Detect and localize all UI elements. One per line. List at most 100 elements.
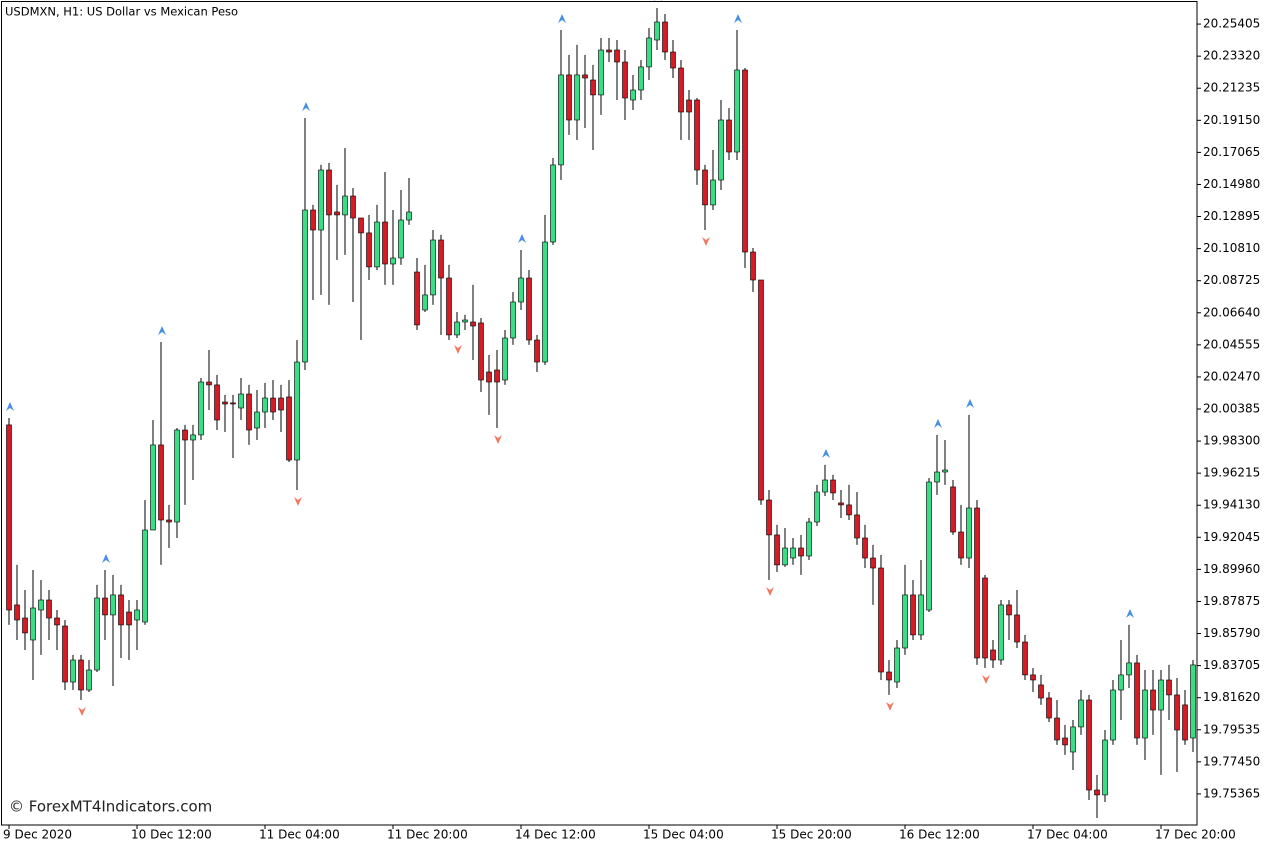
candle-body: [542, 241, 548, 363]
candle-body: [950, 486, 956, 533]
candle-body: [518, 277, 524, 303]
x-tick-label: 9 Dec 2020: [3, 828, 72, 842]
candle-body: [318, 169, 324, 231]
candle-body: [102, 597, 108, 616]
candle-body: [1102, 739, 1108, 796]
y-tick-label: 19.96215: [1203, 466, 1260, 480]
candle-body: [38, 599, 44, 611]
candle-body: [182, 429, 188, 441]
x-tick-label: 11 Dec 20:00: [387, 828, 468, 842]
candle-body: [222, 401, 228, 405]
candle-body: [1174, 694, 1180, 731]
y-tick-label: 20.02470: [1203, 369, 1260, 383]
candle-body: [398, 219, 404, 259]
signal-arrow-up: [734, 14, 742, 23]
candle-body: [990, 649, 996, 661]
candle-body: [1086, 699, 1092, 791]
candle-body: [414, 271, 420, 326]
candle-body: [262, 397, 268, 413]
candle-body: [334, 211, 340, 216]
candle-body: [790, 547, 796, 559]
candle-body: [558, 74, 564, 166]
candle-body: [846, 504, 852, 516]
candle-body: [806, 521, 812, 557]
candle-body: [502, 337, 508, 381]
y-tick-label: 19.98300: [1203, 434, 1260, 448]
y-tick-label: 19.83705: [1203, 658, 1260, 672]
y-tick-label: 20.08725: [1203, 273, 1260, 287]
candle-body: [422, 294, 428, 311]
watermark: © ForexMT4Indicators.com: [9, 798, 212, 816]
candle-body: [366, 232, 372, 268]
candle-body: [94, 597, 100, 671]
candle-body: [670, 51, 676, 69]
candle-body: [894, 647, 900, 683]
candle-body: [1182, 704, 1188, 741]
candle-body: [902, 594, 908, 649]
y-tick-label: 20.00385: [1203, 402, 1260, 416]
candle-body: [446, 277, 452, 336]
candle-body: [822, 479, 828, 493]
candle-body: [966, 507, 972, 559]
signal-arrow-up: [158, 326, 166, 335]
candle-body: [862, 537, 868, 559]
x-tick-label: 15 Dec 04:00: [643, 828, 724, 842]
y-tick-label: 19.79535: [1203, 722, 1260, 736]
signal-arrow-up: [6, 402, 14, 411]
candle-body: [118, 594, 124, 626]
candle-body: [254, 411, 260, 429]
candle-body: [1150, 689, 1156, 711]
candle-body: [1030, 674, 1036, 681]
candle-body: [814, 491, 820, 523]
candle-body: [766, 499, 772, 536]
candle-body: [70, 659, 76, 683]
candle-body: [166, 519, 172, 523]
candle-body: [1006, 604, 1012, 616]
candle-body: [774, 534, 780, 566]
candle-body: [478, 322, 484, 381]
candle-body: [910, 594, 916, 636]
candle-body: [678, 67, 684, 113]
candle-body: [406, 211, 412, 221]
candle-body: [150, 444, 156, 531]
y-tick-label: 19.92045: [1203, 530, 1260, 544]
candle-body: [1054, 717, 1060, 741]
y-tick-label: 19.94130: [1203, 498, 1260, 512]
candle-body: [662, 21, 668, 53]
candle-body: [358, 217, 364, 234]
candle-body: [470, 321, 476, 327]
candle-body: [1038, 684, 1044, 699]
candle-body: [622, 61, 628, 99]
signal-arrow-up: [654, 0, 662, 1]
candle-body: [62, 625, 68, 683]
candle-body: [1126, 662, 1132, 676]
candle-body: [782, 547, 788, 566]
candle-body: [1134, 662, 1140, 739]
candle-body: [942, 469, 948, 473]
candle-body: [582, 74, 588, 79]
candle-body: [126, 611, 132, 626]
y-tick-label: 19.87875: [1203, 594, 1260, 608]
candle-body: [1070, 726, 1076, 753]
candle-body: [6, 424, 12, 611]
candle-body: [246, 393, 252, 431]
candle-body: [726, 119, 732, 153]
candle-body: [214, 384, 220, 421]
candle-body: [702, 169, 708, 206]
x-tick-label: 14 Dec 12:00: [515, 828, 596, 842]
candle-body: [134, 609, 140, 621]
candle-body: [374, 221, 380, 268]
x-tick-label: 17 Dec 20:00: [1155, 828, 1236, 842]
candle-body: [78, 659, 84, 691]
candle-body: [750, 251, 756, 281]
candle-body: [1118, 674, 1124, 691]
chart-title: USDMXN, H1: US Dollar vs Mexican Peso: [5, 5, 238, 19]
candle-body: [646, 37, 652, 68]
candle-body: [534, 339, 540, 363]
candle-body: [382, 221, 388, 265]
y-tick-label: 20.06640: [1203, 305, 1260, 319]
candle-body: [630, 89, 636, 101]
candle-body: [654, 21, 660, 41]
